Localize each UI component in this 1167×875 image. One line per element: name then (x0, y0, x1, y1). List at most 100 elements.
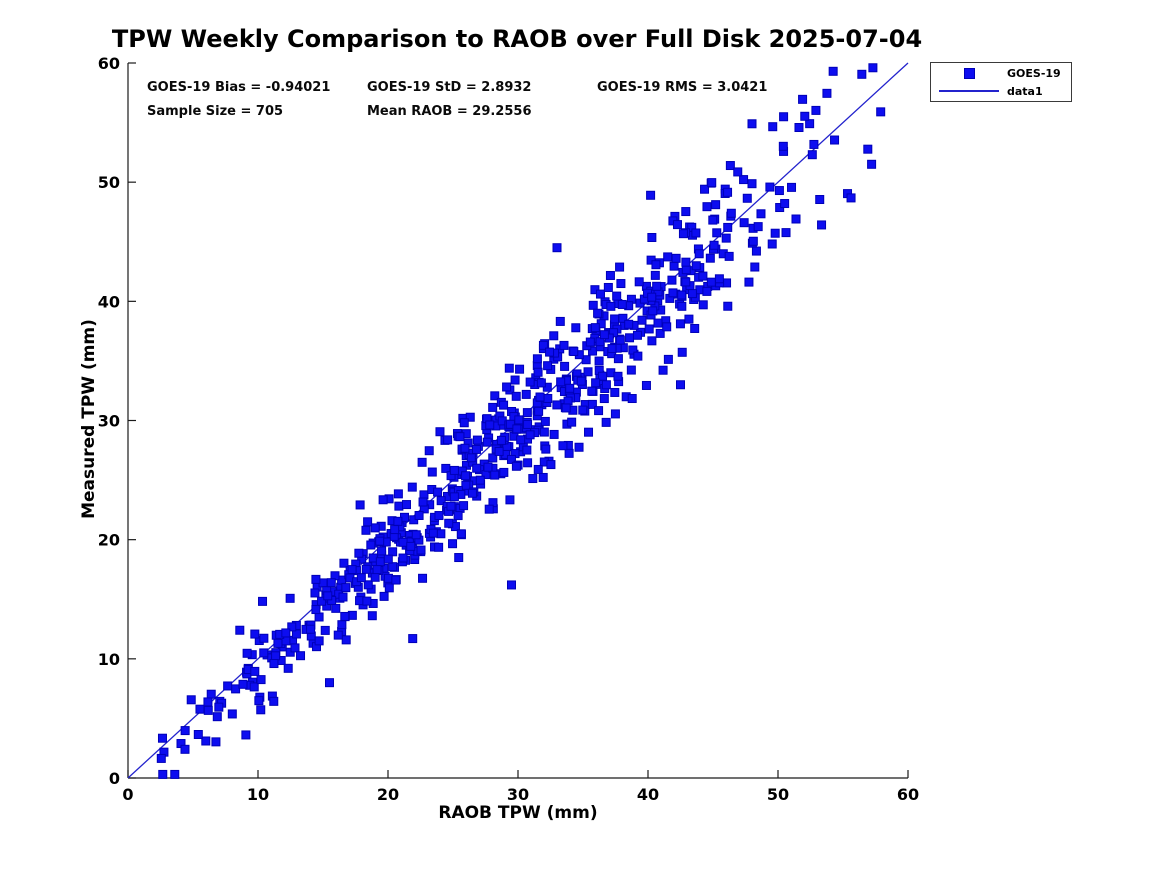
scatter-point (249, 682, 259, 692)
scatter-point (499, 467, 509, 477)
scatter-point (502, 382, 512, 392)
scatter-point (723, 301, 733, 311)
scatter-point (250, 629, 260, 639)
scatter-point (538, 340, 548, 350)
x-axis-tick-label: 40 (637, 785, 659, 804)
scatter-point (690, 323, 700, 333)
scatter-point (180, 726, 190, 736)
scatter-point (339, 558, 349, 568)
scatter-point (809, 139, 819, 149)
scatter-point (672, 220, 682, 230)
scatter-point (698, 271, 708, 281)
scatter-point (583, 367, 593, 377)
scatter-point (201, 736, 211, 746)
scatter-point (333, 630, 343, 640)
scatter-point (811, 105, 821, 115)
scatter-point (605, 270, 615, 280)
scatter-point (525, 377, 535, 387)
scatter-point (223, 681, 233, 691)
scatter-point (648, 306, 658, 316)
scatter-point (337, 620, 347, 630)
scatter-point (750, 262, 760, 272)
scatter-point (615, 262, 625, 272)
scatter-point (355, 596, 365, 606)
scatter-point (408, 634, 418, 644)
x-axis-tick-label: 30 (507, 785, 529, 804)
scatter-point (453, 511, 463, 521)
scatter-point (706, 277, 716, 287)
scatter-point (393, 516, 403, 526)
scatter-point (675, 319, 685, 329)
stat-sample-size: Sample Size = 705 (147, 104, 284, 119)
scatter-point (231, 684, 241, 694)
scatter-point (830, 135, 840, 145)
scatter-point (212, 712, 222, 722)
scatter-point (448, 539, 458, 549)
scatter-point (314, 612, 324, 622)
scatter-point (338, 592, 348, 602)
scatter-point (461, 471, 471, 481)
scatter-point (798, 94, 808, 104)
scatter-point (601, 380, 611, 390)
scatter-point (634, 277, 644, 287)
stat-mean-raob: Mean RAOB = 29.2556 (367, 104, 532, 119)
x-axis-tick-label: 0 (122, 785, 133, 804)
scatter-point (259, 633, 269, 643)
scatter-point (241, 730, 251, 740)
scatter-point (632, 330, 642, 340)
scatter-point (691, 261, 701, 271)
scatter-point (534, 406, 544, 416)
y-axis-tick-label: 20 (98, 531, 120, 550)
scatter-point (606, 301, 616, 311)
scatter-point (721, 233, 731, 243)
scatter-point (533, 367, 543, 377)
scatter-point (571, 323, 581, 333)
scatter-point (242, 648, 252, 658)
scatter-point (533, 464, 543, 474)
scatter-point (561, 403, 571, 413)
scatter-point (323, 591, 333, 601)
scatter-point (355, 500, 365, 510)
scatter-point (211, 737, 221, 747)
scatter-point (709, 240, 719, 250)
scatter-point (379, 591, 389, 601)
scatter-point (662, 322, 672, 332)
y-axis-tick-label: 10 (98, 650, 120, 669)
scatter-point (617, 299, 627, 309)
scatter-point (564, 448, 574, 458)
scatter-point (612, 291, 622, 301)
scatter-point (250, 666, 260, 676)
scatter-point (768, 122, 778, 132)
stat-std: GOES-19 StD = 2.8932 (367, 80, 532, 95)
scatter-point (471, 444, 481, 454)
scatter-point (443, 435, 453, 445)
scatter-point (510, 375, 520, 385)
scatter-point (857, 69, 867, 79)
scatter-point (765, 182, 775, 192)
scatter-point (876, 107, 886, 117)
scatter-point (388, 547, 398, 557)
scatter-point (560, 361, 570, 371)
scatter-point (591, 378, 601, 388)
scatter-point (525, 430, 535, 440)
scatter-point (646, 255, 656, 265)
scatter-point (781, 228, 791, 238)
scatter-point (536, 378, 546, 388)
scatter-point (485, 420, 495, 430)
scatter-point (581, 355, 591, 365)
scatter-point (449, 492, 459, 502)
chart-title: TPW Weekly Comparison to RAOB over Full … (111, 25, 923, 53)
scatter-point (691, 228, 701, 238)
scatter-point (711, 200, 721, 210)
y-axis-tick-label: 60 (98, 54, 120, 73)
scatter-point (594, 356, 604, 366)
scatter-point (436, 529, 446, 539)
scatter-point (306, 624, 316, 634)
scatter-point (488, 453, 498, 463)
scatter-point (157, 733, 167, 743)
scatter-point (356, 573, 366, 583)
scatter-point (484, 504, 494, 514)
scatter-point (538, 472, 548, 482)
scatter-point (320, 625, 330, 635)
